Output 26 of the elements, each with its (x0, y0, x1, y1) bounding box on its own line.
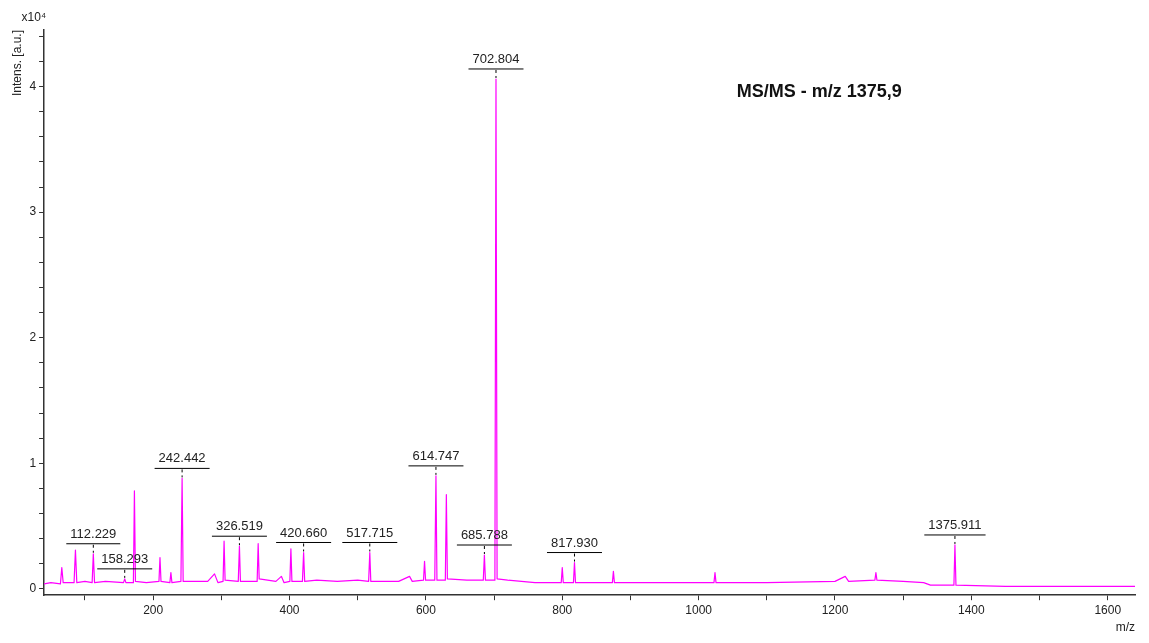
annotation: 702.804 (472, 51, 520, 67)
annotation: 817.930 (550, 534, 598, 550)
annotation: 1375.911 (928, 517, 982, 533)
y-tick-label: 4 (29, 78, 37, 93)
x-tick-label: 800 (552, 602, 573, 617)
annotation: 326.519 (215, 518, 263, 534)
x-tick-label: 600 (415, 602, 437, 617)
y-tick-label: 0 (29, 581, 37, 596)
y-tick-label: 2 (29, 330, 37, 345)
annotation: 112.229 (70, 525, 117, 541)
x-tick-label: 1400 (958, 602, 986, 617)
annotation: 420.660 (280, 524, 328, 540)
annotation: 614.747 (412, 447, 460, 463)
y-axis-title: Intens. [a.u.] (9, 30, 24, 97)
annotation: 517.715 (346, 524, 394, 540)
y-tick-label: 1 (29, 455, 37, 470)
x-tick-label: 1200 (821, 602, 849, 617)
x-tick-label: 1600 (1094, 602, 1122, 617)
x-tick-label: 1000 (685, 602, 713, 617)
text: x10⁴ (21, 10, 47, 25)
annotation: 242.442 (158, 450, 206, 466)
x-axis-title: m/z (1115, 620, 1135, 635)
x-tick-label: 200 (143, 602, 164, 617)
y-tick-label: 3 (29, 204, 37, 219)
x-tick-label: 400 (279, 602, 300, 617)
text: MS/MS - m/z 1375,9 (736, 80, 902, 101)
